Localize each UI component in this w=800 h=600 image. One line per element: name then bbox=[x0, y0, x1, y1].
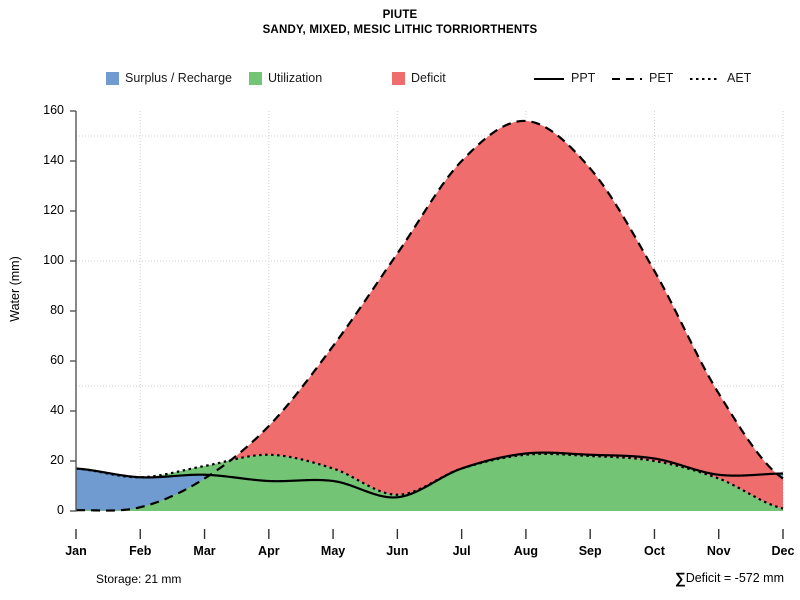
chart-title-line1: PIUTE bbox=[382, 9, 418, 21]
x-tick-label: Apr bbox=[258, 544, 280, 558]
solid-line-icon bbox=[534, 72, 564, 85]
square-swatch-icon bbox=[392, 71, 405, 85]
legend-item-aet[interactable]: AET bbox=[690, 68, 751, 88]
x-tick-label: Dec bbox=[771, 544, 795, 558]
y-tick-label: 20 bbox=[50, 453, 64, 467]
dashed-line-icon bbox=[612, 72, 642, 85]
x-tick-label: Nov bbox=[706, 544, 731, 558]
x-tick-label: Aug bbox=[513, 544, 539, 558]
legend-label-surplus-recharge: Surplus / Recharge bbox=[125, 71, 233, 85]
y-tick-label: 40 bbox=[50, 403, 64, 417]
chart-title: PIUTE SANDY, MIXED, MESIC LITHIC TORRIOR… bbox=[0, 8, 800, 38]
y-tick-label: 60 bbox=[50, 353, 64, 367]
legend-item-surplus-recharge[interactable]: Surplus / Recharge bbox=[106, 68, 232, 88]
storage-annotation: Storage: 21 mm bbox=[96, 572, 182, 586]
y-tick-label: 160 bbox=[43, 103, 64, 117]
x-tick-label: Mar bbox=[193, 544, 216, 558]
x-tick-label: Jan bbox=[65, 544, 87, 558]
deficit-annotation-text: Deficit = -572 mm bbox=[685, 571, 784, 585]
square-swatch-icon bbox=[249, 71, 262, 85]
x-tick-label: May bbox=[320, 544, 346, 558]
chart-title-line2: SANDY, MIXED, MESIC LITHIC TORRIORTHENTS bbox=[262, 24, 538, 36]
legend-label-pet: PET bbox=[649, 71, 674, 85]
legend-label-ppt: PPT bbox=[571, 71, 596, 85]
legend-label-utilization: Utilization bbox=[268, 71, 323, 85]
sigma-icon: ∑ bbox=[675, 570, 686, 587]
x-tick-label: Feb bbox=[129, 544, 152, 558]
y-tick-label: 0 bbox=[57, 503, 64, 517]
y-tick-label: 100 bbox=[43, 253, 64, 267]
x-tick-label: Sep bbox=[578, 544, 602, 558]
deficit-annotation: ∑Deficit = -572 mm bbox=[675, 570, 784, 587]
y-tick-label: 80 bbox=[50, 303, 64, 317]
legend-item-deficit[interactable]: Deficit bbox=[392, 68, 446, 88]
y-tick-label: 120 bbox=[43, 203, 64, 217]
legend-item-pet[interactable]: PET bbox=[612, 68, 673, 88]
square-swatch-icon bbox=[106, 71, 119, 85]
chart-legend: Surplus / Recharge Utilization Deficit P… bbox=[0, 68, 800, 88]
legend-label-deficit: Deficit bbox=[411, 71, 446, 85]
legend-item-ppt[interactable]: PPT bbox=[534, 68, 595, 88]
dotted-line-icon bbox=[690, 72, 720, 85]
x-tick-label: Jun bbox=[386, 544, 409, 558]
x-tick-label: Jul bbox=[452, 544, 471, 558]
legend-label-aet: AET bbox=[727, 71, 752, 85]
x-tick-label: Oct bbox=[644, 544, 665, 558]
y-tick-label: 140 bbox=[43, 153, 64, 167]
legend-item-utilization[interactable]: Utilization bbox=[249, 68, 322, 88]
